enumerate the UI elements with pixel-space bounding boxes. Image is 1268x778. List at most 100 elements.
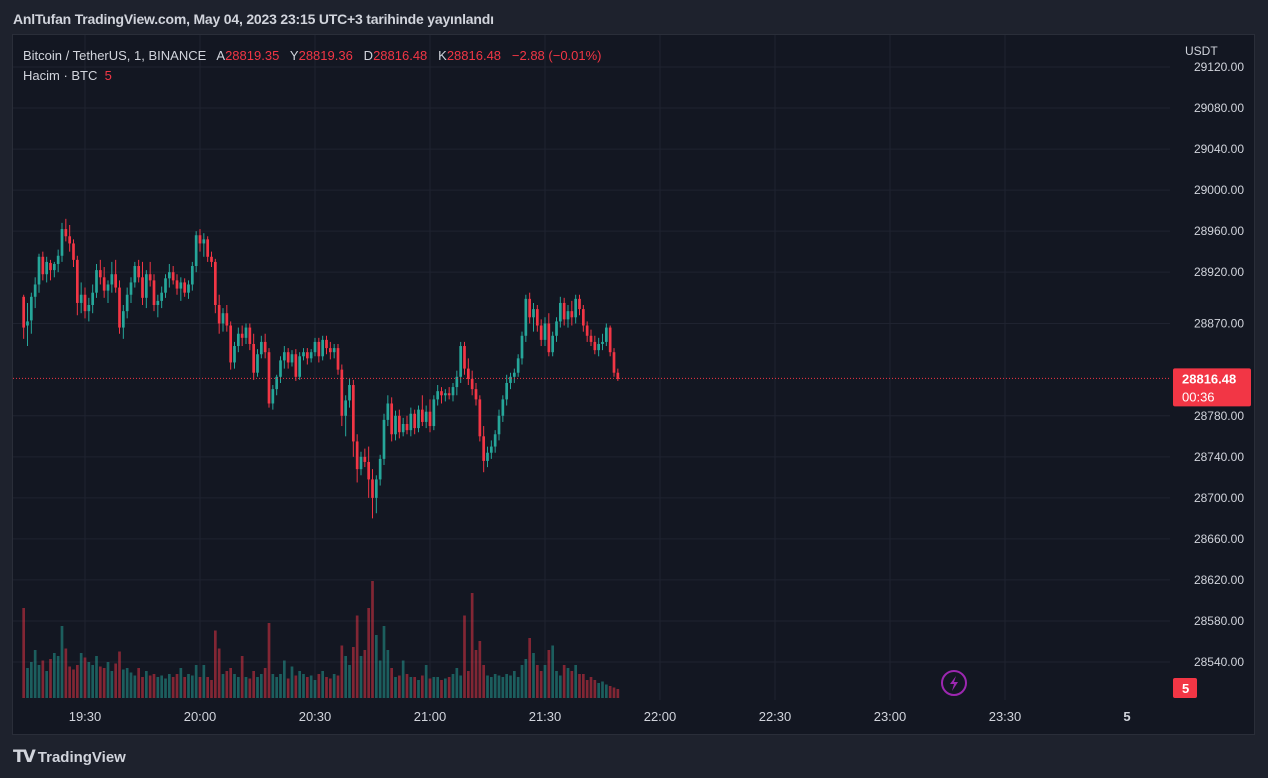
candle-body [60,229,64,256]
y-tick-label: 28960.00 [1194,224,1244,238]
candle-body [275,376,279,390]
volume-bar [309,675,313,698]
candle-body [482,436,486,461]
lightning-icon[interactable] [941,670,967,696]
candle-body [328,348,332,353]
volume-bar [41,660,45,698]
candle-body [91,292,95,305]
tradingview-footer[interactable]: 𝗧𝗩 TradingView [13,747,126,767]
candle-body [229,325,233,363]
volume-bar [125,668,129,698]
candle-body [98,270,102,278]
volume-label[interactable]: Hacim · BTC [23,68,98,83]
candle-body [589,335,593,342]
volume-bar [486,675,489,698]
volume-bar [106,662,110,698]
volume-bar [432,677,436,698]
volume-bar [279,674,282,698]
volume-bar [271,674,275,698]
volume-bar [64,648,68,698]
candle-body [501,399,505,416]
volume-bar [129,672,133,698]
candle-body [22,296,26,328]
volume-bar [206,677,210,698]
candle-body [340,369,344,416]
volume-bar [202,665,206,698]
volume-bar [597,683,601,698]
candle-body [114,274,118,288]
volume-bar [175,674,179,698]
currency-label: USDT [1185,44,1218,58]
volume-bar [248,678,252,698]
volume-bar [574,665,578,698]
candle-body [359,456,363,470]
candle-body [581,309,585,326]
candle-body [409,413,413,431]
candle-body [79,294,83,303]
candle-body [413,413,417,429]
candle-body [87,305,91,312]
candle-body [417,409,420,429]
candle-body [604,327,608,342]
volume-bar [210,680,213,698]
volume-bar [87,662,91,698]
candle-body [294,354,298,377]
volume-bar [528,638,532,698]
candle-body [351,385,355,442]
candle-body [497,415,501,435]
volume-bar [489,677,493,698]
volume-legend: Hacim · BTC 5 [23,66,602,86]
volume-bar [497,675,501,698]
candle-body [75,259,79,303]
volume-bar [581,674,585,698]
candle-body [528,298,532,318]
candle-body [160,292,164,301]
symbol-name[interactable]: Bitcoin / TetherUS, 1, BINANCE [23,48,207,63]
candle-body [466,368,470,379]
candle-body [144,274,148,298]
candle-body [574,298,578,318]
volume-bar [367,608,371,698]
candle-body [156,300,160,305]
candle-body [133,266,137,283]
volume-bar [386,650,390,698]
candle-body [33,284,37,297]
volume-bar [267,623,271,698]
candle-body [348,385,351,401]
time-axis: 19:30 20:00 20:30 21:00 21:30 22:00 22:30 23:00… [69,709,1131,724]
open-value: 28819.35 [225,48,280,63]
y-tick-label: 28660.00 [1194,532,1244,546]
volume-bar [612,687,616,698]
volume-bar [440,680,443,698]
candle-body [167,272,171,279]
candle-body [125,294,129,312]
volume-bar [409,677,413,698]
candle-body [45,261,49,275]
volume-bar [256,677,259,698]
volume-bar [190,675,194,698]
candle-body [37,256,41,285]
candle-body [64,229,68,237]
volume-bar [558,675,562,698]
chart-frame[interactable] [12,34,1255,735]
candle-body [378,458,382,480]
candle-body [520,335,524,359]
volume-bar [133,675,137,698]
volume-bar [340,645,344,698]
candle-body [493,434,497,447]
last-price-value: 28816.48 [1182,371,1236,386]
candle-body [555,321,558,336]
candle-body [535,309,539,326]
candle-body [566,311,570,320]
candle-body [397,415,401,433]
volume-bar [463,615,466,698]
candle-body [371,479,374,498]
volume-bar [512,671,516,698]
volume-bar [305,677,309,698]
candle-body [440,391,443,396]
volume-bar [436,677,440,698]
volume-bar [167,674,171,698]
candle-body [309,352,313,359]
volume-bar [413,677,417,698]
